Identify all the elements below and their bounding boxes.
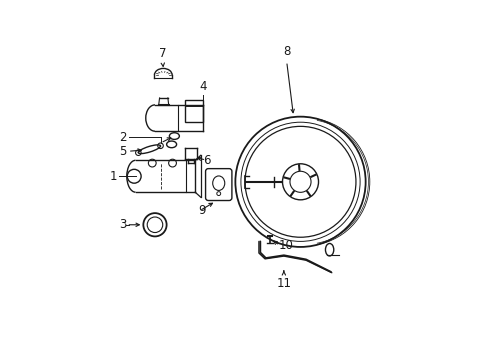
Text: 9: 9 — [198, 204, 205, 217]
Text: 8: 8 — [283, 45, 290, 58]
Text: 2: 2 — [119, 131, 126, 144]
Text: 1: 1 — [109, 170, 117, 183]
Text: 11: 11 — [276, 276, 291, 289]
Text: 4: 4 — [199, 80, 207, 93]
Text: 3: 3 — [119, 218, 126, 231]
Text: 5: 5 — [119, 145, 126, 158]
Text: 6: 6 — [203, 154, 210, 167]
Text: 7: 7 — [159, 47, 166, 60]
Text: 10: 10 — [278, 239, 293, 252]
Bar — [184, 100, 203, 122]
